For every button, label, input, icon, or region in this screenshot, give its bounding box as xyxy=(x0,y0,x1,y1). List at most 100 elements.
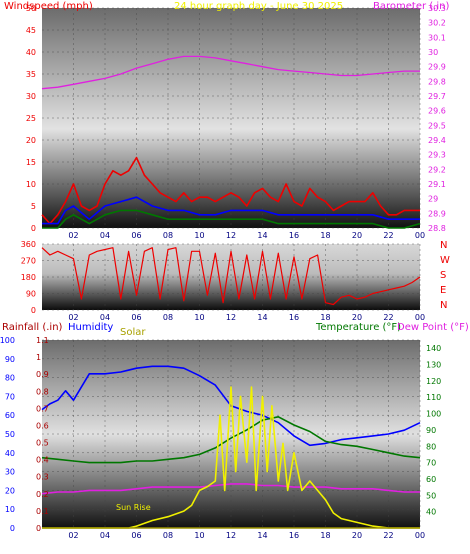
temp-y-tick-label: 90 xyxy=(426,426,436,435)
humidity-y-tick-label: 20 xyxy=(5,486,15,495)
direction-axes: 0 90 180 270 360 02 04 06 08 10 12 14 16 18 20 22 00 xyxy=(21,240,425,322)
temp-y-tick-label: 110 xyxy=(426,393,441,402)
humidity-y-tick-label: 30 xyxy=(5,468,15,477)
humidity-y-tick-label: 90 xyxy=(5,355,15,364)
wind-y-tick-label: 0 xyxy=(31,224,36,233)
direction-x-tick-label: 06 xyxy=(131,313,141,322)
barometer-y-tick-label: 30.1 xyxy=(428,33,446,42)
direction-x-tick-label: 12 xyxy=(226,313,236,322)
temp-y-tick-label: 100 xyxy=(426,410,441,419)
humidity-x-tick-label: 20 xyxy=(352,531,362,540)
compass-2: S xyxy=(440,270,446,281)
barometer-y-tick-label: 29.7 xyxy=(428,92,446,101)
wind-y-tick-label: 30 xyxy=(26,92,36,101)
wind-y-tick-label: 45 xyxy=(26,26,36,35)
direction-y-tick-label: 0 xyxy=(31,306,36,315)
temp-y-tick-label: 80 xyxy=(426,442,436,451)
barometer-y-tick-label: 29.3 xyxy=(428,151,446,160)
direction-x-tick-label: 14 xyxy=(257,313,267,322)
wind-y-tick-label: 5 xyxy=(31,202,36,211)
direction-series-0 xyxy=(41,247,421,306)
wind-x-tick-label: 10 xyxy=(194,231,204,240)
temp-y-tick-label: 140 xyxy=(426,344,441,353)
wind-series-0 xyxy=(41,156,420,225)
wind-y-tick-label: 40 xyxy=(26,48,36,57)
barometer-y-tick-label: 29.4 xyxy=(428,136,446,145)
humidity-y-tick-label: 50 xyxy=(5,430,15,439)
wind-y-tick-label: 20 xyxy=(26,136,36,145)
humidity-x-tick-label: 10 xyxy=(194,531,204,540)
barometer-y-tick-label: 30.3 xyxy=(428,4,446,13)
wind-series-1 xyxy=(42,196,420,225)
rain-y-tick-label: 1 xyxy=(36,353,41,362)
humidity-x-tick-label: 08 xyxy=(163,531,173,540)
barometer-y-tick-label: 29.1 xyxy=(428,180,446,189)
compass-1: W xyxy=(440,255,450,266)
humidity-y-tick-label: 100 xyxy=(0,336,15,345)
humidity-x-tick-label: 00 xyxy=(415,531,425,540)
humidity-y-tick-label: 80 xyxy=(5,374,15,383)
barometer-y-tick-label: 29 xyxy=(428,195,438,204)
wind-axes: 0 5 10 15 20 25 30 35 40 45 50 28.8 28.9 29 29.1 29.2 29… xyxy=(26,4,446,240)
direction-series xyxy=(41,247,421,306)
barometer-y-tick-label: 29.2 xyxy=(428,165,446,174)
dewpoint-label: Dew Point (°F) xyxy=(397,322,469,333)
barometer-y-tick-label: 29.8 xyxy=(428,77,446,86)
direction-y-tick-label: 180 xyxy=(21,273,36,282)
humidity-x-tick-label: 22 xyxy=(383,531,393,540)
wind-x-tick-label: 14 xyxy=(257,231,267,240)
windspeed-label: Windspeed (mph) xyxy=(4,1,93,12)
direction-x-tick-label: 02 xyxy=(68,313,78,322)
wind-series-3 xyxy=(41,55,420,90)
humidity-x-tick-label: 02 xyxy=(68,531,78,540)
humidity-series-1 xyxy=(41,415,421,464)
wind-x-tick-label: 02 xyxy=(68,231,78,240)
barometer-y-tick-label: 30.2 xyxy=(428,19,446,28)
wind-y-tick-label: 25 xyxy=(26,114,36,123)
sunrise-annotation: Sun Rise xyxy=(116,503,151,512)
temp-y-tick-label: 50 xyxy=(426,491,436,500)
wind-x-tick-label: 06 xyxy=(131,231,141,240)
solar-label: Solar xyxy=(120,327,146,338)
humidity-series-3 xyxy=(42,386,420,529)
direction-y-tick-label: 360 xyxy=(21,240,36,249)
humidity-x-tick-label: 06 xyxy=(131,531,141,540)
rainfall-label: Rainfall (.in) xyxy=(2,322,63,333)
compass-3: E xyxy=(440,285,446,296)
wind-series xyxy=(41,55,421,229)
humidity-x-tick-label: 14 xyxy=(257,531,267,540)
humidity-x-tick-label: 16 xyxy=(289,531,299,540)
humidity-label: Humidity xyxy=(68,322,113,333)
wind-x-tick-label: 18 xyxy=(320,231,330,240)
humidity-y-tick-label: 70 xyxy=(5,392,15,401)
humidity-x-tick-label: 04 xyxy=(100,531,110,540)
barometer-y-tick-label: 30 xyxy=(428,48,438,57)
humidity-y-tick-label: 60 xyxy=(5,411,15,420)
direction-x-tick-label: 04 xyxy=(100,313,110,322)
wind-y-tick-label: 50 xyxy=(26,4,36,13)
temperature-label: Temperature (°F) xyxy=(315,322,401,333)
humidity-y-tick-label: 40 xyxy=(5,449,15,458)
graph-title: 24 hour graph day - June 30 2025 xyxy=(174,1,343,12)
direction-x-tick-label: 18 xyxy=(320,313,330,322)
humidity-series xyxy=(41,365,421,529)
wind-x-tick-label: 12 xyxy=(226,231,236,240)
rain-y-tick-label: 0.9 xyxy=(36,370,49,379)
temp-y-tick-label: 70 xyxy=(426,459,436,468)
rain-y-tick-label: 0.3 xyxy=(36,473,49,482)
wind-x-tick-label: 20 xyxy=(352,231,362,240)
wind-x-tick-label: 00 xyxy=(415,231,425,240)
rain-y-tick-label: 0.8 xyxy=(36,387,49,396)
direction-x-tick-label: 00 xyxy=(415,313,425,322)
direction-x-tick-label: 22 xyxy=(383,313,393,322)
barometer-y-tick-label: 29.9 xyxy=(428,63,446,72)
direction-x-tick-label: 10 xyxy=(194,313,204,322)
wind-series-2 xyxy=(42,209,421,229)
rain-y-tick-label: 1.1 xyxy=(36,336,49,345)
direction-y-tick-label: 270 xyxy=(21,257,36,266)
barometer-y-tick-label: 28.8 xyxy=(428,224,446,233)
rain-y-tick-label: 0.4 xyxy=(36,456,49,465)
wind-x-tick-label: 04 xyxy=(100,231,110,240)
